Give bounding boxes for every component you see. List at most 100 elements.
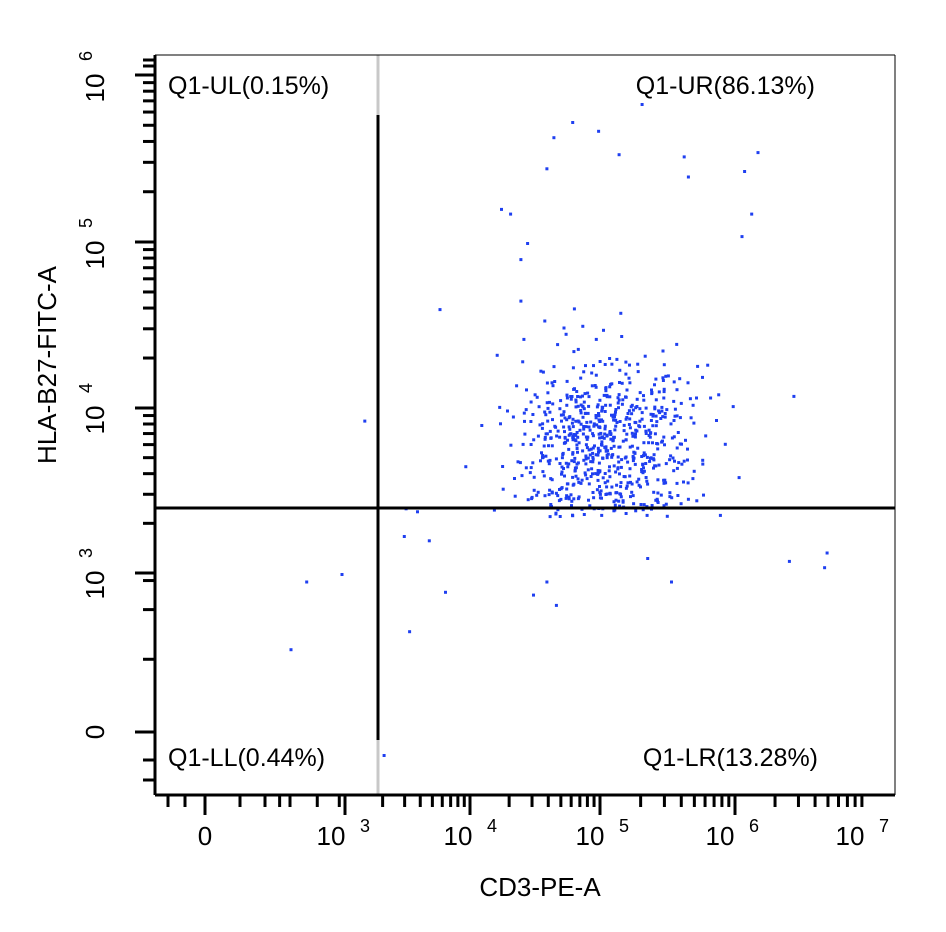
data-point [692, 469, 696, 473]
data-point [625, 388, 629, 392]
data-point [576, 404, 580, 408]
data-point [509, 212, 513, 216]
data-point [556, 429, 560, 433]
data-point [604, 387, 608, 390]
data-point [531, 461, 535, 465]
data-point [662, 387, 666, 391]
x-tick-label: 10 [317, 821, 346, 851]
data-point [586, 411, 590, 415]
data-point [672, 435, 676, 439]
data-point [589, 420, 593, 424]
data-point [596, 403, 600, 407]
data-point [604, 389, 608, 393]
data-point [649, 412, 653, 416]
data-point [554, 457, 558, 461]
data-point [615, 421, 619, 424]
data-point [584, 473, 588, 477]
data-point [614, 410, 617, 414]
data-point [561, 413, 565, 417]
data-point [536, 490, 540, 494]
data-point [678, 442, 682, 446]
data-point [578, 428, 582, 432]
data-point [576, 477, 580, 481]
data-point [560, 472, 563, 476]
data-point [495, 353, 499, 357]
data-point [616, 455, 620, 459]
data-point [520, 474, 524, 478]
data-point [613, 428, 617, 432]
data-point [543, 494, 547, 498]
data-point [597, 129, 601, 133]
x-tick-exponent: 3 [360, 816, 370, 836]
data-point [587, 404, 591, 408]
data-point [660, 409, 664, 413]
data-point [581, 405, 585, 409]
data-point [624, 372, 628, 376]
data-point [540, 426, 544, 430]
data-point [619, 311, 623, 315]
data-point [670, 496, 674, 500]
data-point [654, 398, 658, 402]
data-point [608, 492, 612, 496]
data-point [649, 419, 653, 422]
data-point [617, 398, 621, 402]
data-point [546, 406, 550, 410]
data-point [575, 447, 579, 450]
data-point [591, 451, 595, 455]
data-point [560, 465, 564, 469]
data-point [661, 415, 665, 419]
data-point [545, 167, 549, 171]
data-point [591, 446, 595, 450]
data-point [750, 212, 754, 216]
data-point [621, 439, 625, 443]
data-point [663, 415, 667, 419]
data-point [524, 466, 528, 470]
data-point [608, 403, 612, 407]
data-point [686, 497, 690, 501]
x-tick-label: 10 [444, 821, 473, 851]
data-point [630, 444, 634, 448]
data-point [521, 442, 525, 446]
data-point [524, 408, 528, 412]
y-tick-label: 10 [80, 241, 110, 270]
data-point [565, 487, 569, 491]
data-point [605, 433, 609, 437]
data-point [538, 423, 542, 427]
data-point [612, 418, 616, 422]
data-point [593, 444, 596, 448]
data-point [550, 444, 554, 448]
data-point [592, 422, 596, 426]
data-point [629, 480, 632, 484]
x-tick-label: 10 [576, 821, 605, 851]
data-point [582, 513, 586, 516]
data-point [624, 417, 628, 421]
data-point [571, 452, 575, 456]
data-point [657, 463, 661, 467]
data-point [638, 391, 642, 395]
data-point [604, 449, 608, 453]
data-point [560, 470, 564, 474]
data-point [603, 427, 607, 431]
data-point [597, 418, 601, 422]
data-point [641, 508, 645, 512]
y-tick-label-group: 10 3 [76, 548, 110, 599]
data-point [509, 443, 513, 447]
data-point [686, 447, 689, 451]
data-point [622, 429, 626, 433]
data-point [644, 462, 648, 465]
data-point [566, 438, 569, 442]
data-point [612, 500, 616, 504]
data-point [595, 488, 599, 492]
data-point [652, 490, 656, 494]
data-point [619, 485, 623, 489]
data-point [661, 376, 665, 380]
data-point [551, 418, 554, 422]
data-point [515, 384, 519, 388]
data-point [603, 363, 607, 366]
data-point [564, 461, 568, 465]
data-point [632, 502, 636, 506]
data-point [610, 413, 613, 417]
data-point [541, 370, 545, 374]
data-point [653, 464, 657, 468]
data-point [628, 426, 632, 430]
